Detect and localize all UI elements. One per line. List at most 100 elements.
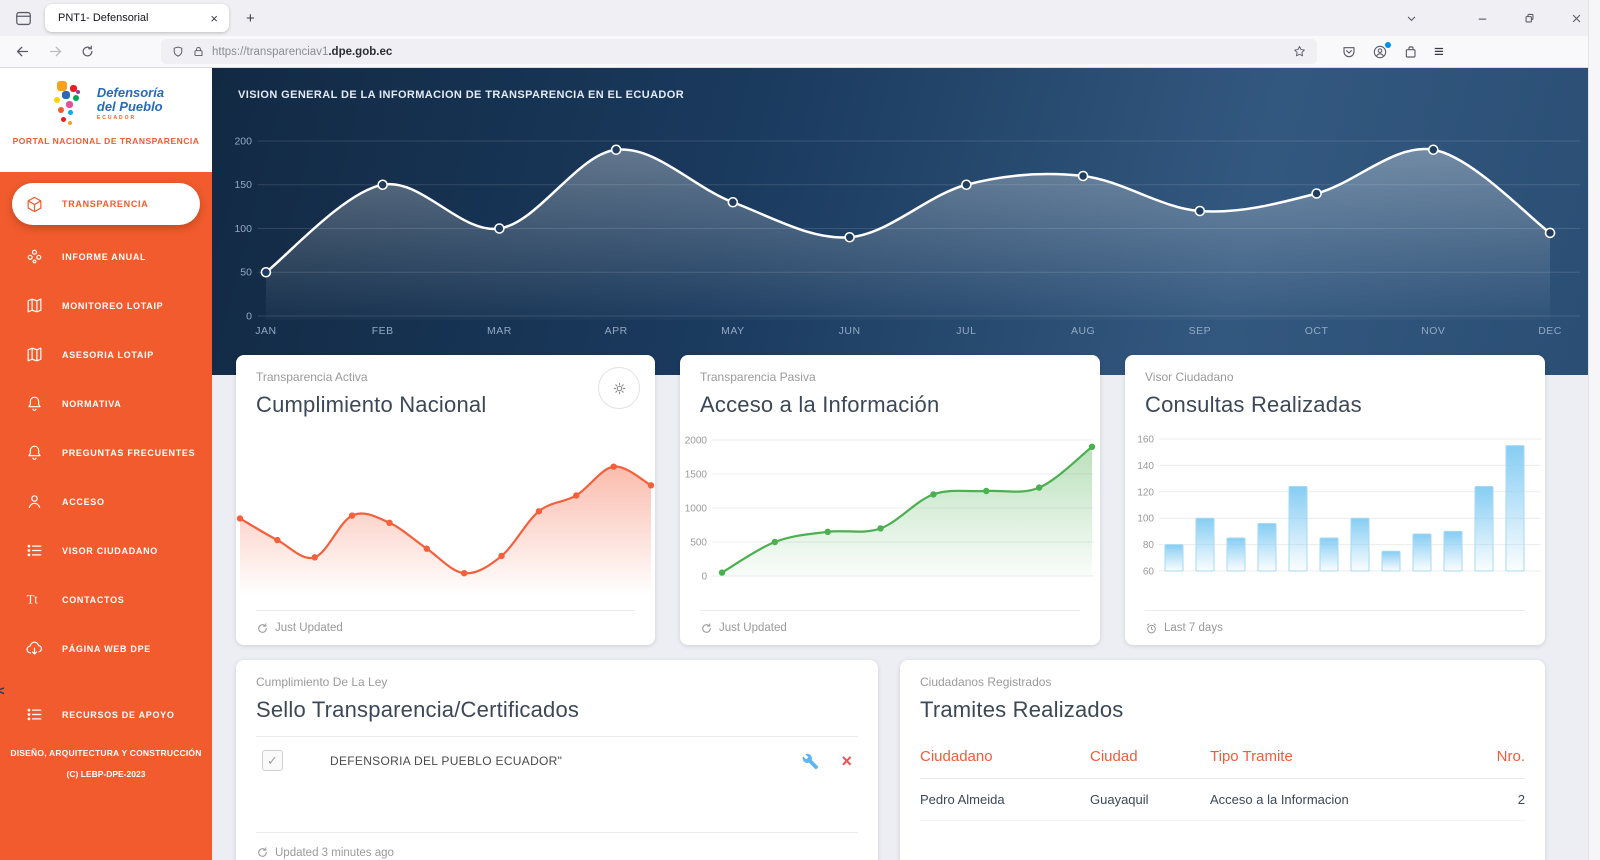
defensoria-logo-text: Defensoría del Pueblo ECUADOR [96, 84, 165, 121]
tab-title: PNT1- Defensorial [58, 12, 149, 24]
page-scrollbar[interactable] [1588, 0, 1600, 860]
sidebar-item-normativa[interactable]: NORMATIVA [0, 379, 212, 428]
pocket-icon[interactable] [1341, 44, 1357, 60]
person-icon [25, 492, 45, 511]
gear-icon [613, 382, 625, 394]
svg-text:JAN: JAN [255, 326, 276, 337]
map-icon [25, 345, 45, 364]
sidebar-item-pagina-web-dpe[interactable]: PÁGINA WEB DPE [0, 624, 212, 673]
svg-text:MAY: MAY [721, 326, 744, 337]
certificate-checkbox[interactable]: ✓ [262, 750, 283, 771]
lock-icon[interactable] [192, 45, 205, 58]
url-bar[interactable]: https://transparenciav1.dpe.gob.ec [161, 39, 1317, 64]
browser-toolbar: https://transparenciav1.dpe.gob.ec ≡ [0, 36, 1600, 68]
sidebar-item-label: VISOR CIUDADANO [62, 545, 159, 556]
table-row: Pedro Almeida Guayaquil Acceso a la Inform… [920, 779, 1525, 821]
sidebar-item-label: PREGUNTAS FRECUENTES [62, 447, 196, 458]
svg-text:160: 160 [1137, 435, 1154, 446]
card-consultas-realizadas: Visor Ciudadano Consultas Realizadas 60 8… [1125, 355, 1545, 645]
extensions-icon[interactable] [1403, 44, 1419, 60]
svg-text:1500: 1500 [685, 470, 708, 481]
sidebar-item-preguntas-frecuentes[interactable]: PREGUNTAS FRECUENTES [0, 428, 212, 477]
card-category: Visor Ciudadano [1145, 370, 1234, 384]
svg-text:JUN: JUN [839, 326, 861, 337]
settings-gear-button[interactable] [598, 367, 640, 409]
shield-icon[interactable] [171, 45, 185, 59]
svg-text:OCT: OCT [1305, 326, 1329, 337]
restore-window-button[interactable] [1522, 11, 1537, 26]
edit-build-button[interactable] [802, 753, 819, 770]
card-footer-text: Last 7 days [1164, 622, 1223, 634]
sidebar-item-asesoria-lotaip[interactable]: ASESORIA LOTAIP [0, 330, 212, 379]
svg-text:80: 80 [1143, 540, 1155, 551]
account-icon[interactable] [1372, 41, 1391, 60]
delete-x-button[interactable]: × [841, 751, 852, 771]
close-window-button[interactable] [1569, 11, 1584, 26]
svg-text:MAR: MAR [487, 326, 512, 337]
checkmark-icon: ✓ [267, 752, 278, 768]
sidebar-item-informe-anual[interactable]: INFORME ANUAL [0, 232, 212, 281]
sidebar-item-transparencia[interactable]: TRANSPARENCIA [12, 183, 200, 225]
new-tab-button[interactable]: + [246, 9, 255, 27]
certificate-row: ✓ DEFENSORIA DEL PUEBLO ECUADOR" × [256, 736, 858, 833]
map-icon [25, 296, 45, 315]
sidebar-item-contactos[interactable]: Tt CONTACTOS [0, 575, 212, 624]
svg-text:200: 200 [234, 136, 252, 147]
card-acceso-informacion: Transparencia Pasiva Acceso a la Informa… [680, 355, 1100, 645]
menu-hamburger-icon[interactable]: ≡ [1434, 41, 1444, 61]
clock-icon [1147, 622, 1156, 633]
sidebar-item-visor-ciudadano[interactable]: VISOR CIUDADANO [0, 526, 212, 575]
tab-list-chevron-icon[interactable] [1404, 11, 1419, 26]
build-tools-icon [803, 753, 819, 769]
sidebar-item-monitoreo-lotaip[interactable]: MONITOREO LOTAIP [0, 281, 212, 330]
sidebar-item-recursos-de-apoyo[interactable]: RECURSOS DE APOYO [0, 690, 212, 739]
sidebar-collapse-arrow[interactable]: < [0, 683, 5, 698]
hero-panel: 0 50 100 150 200 JAN FEB MAR APR MAY JUN JUL AUG SEP O… [212, 68, 1588, 375]
browser-tab[interactable]: PNT1- Defensorial × [45, 4, 229, 32]
card-footer-text: Updated 3 minutes ago [275, 846, 394, 859]
url-text: https://transparenciav1.dpe.gob.ec [212, 45, 393, 58]
card-sello-transparencia: Cumplimiento De La Ley Sello Transparenc… [236, 660, 878, 860]
svg-text:0: 0 [246, 311, 252, 322]
svg-text:DEC: DEC [1538, 326, 1562, 337]
card-category: Transparencia Pasiva [700, 370, 816, 384]
minimize-button[interactable] [1475, 11, 1490, 26]
card-title: Acceso a la Información [700, 392, 940, 417]
list-icon [25, 705, 45, 724]
table-header: Ciudad [1090, 748, 1138, 765]
back-button[interactable] [14, 43, 31, 60]
svg-text:JUL: JUL [956, 326, 976, 337]
forward-button[interactable] [47, 43, 64, 60]
flower-icon [25, 247, 45, 266]
sidebar-item-label: CONTACTOS [62, 594, 125, 605]
sidebar-footer: DISEÑO, ARQUITECTURA Y CONSTRUCCIÓN (C) … [10, 748, 202, 779]
reload-button[interactable] [80, 44, 95, 59]
sidebar-item-label: ACCESO [62, 496, 105, 507]
card-tramites-realizados: Ciudadanos Registrados Tramites Realizad… [900, 660, 1545, 860]
svg-text:140: 140 [1137, 461, 1154, 472]
cumplimiento-line-chart [236, 463, 655, 610]
sidebar-item-acceso[interactable]: ACCESO [0, 477, 212, 526]
firefox-view-icon[interactable] [14, 9, 33, 28]
card-title: Tramites Realizados [920, 697, 1124, 722]
svg-text:120: 120 [1137, 487, 1154, 498]
svg-text:1000: 1000 [685, 504, 708, 515]
card-title: Consultas Realizadas [1145, 392, 1362, 417]
bookmark-star-icon[interactable] [1292, 44, 1307, 59]
sidebar-item-label: TRANSPARENCIA [62, 199, 149, 209]
hero-line-chart: 0 50 100 150 200 JAN FEB MAR APR MAY JUN JUL AUG SEP O… [234, 136, 1581, 337]
svg-text:100: 100 [1137, 514, 1154, 525]
card-title: Sello Transparencia/Certificados [256, 697, 580, 722]
svg-text:150: 150 [234, 180, 252, 191]
sidebar-nav: TRANSPARENCIA INFORME ANUAL MONITOREO LOTA… [0, 172, 212, 739]
table-header: Nro. [1496, 748, 1525, 765]
card-category: Transparencia Activa [256, 370, 368, 384]
portal-label: PORTAL NACIONAL DE TRANSPARENCIA [12, 136, 200, 146]
table-header: Ciudadano [920, 748, 993, 765]
list-icon [25, 541, 45, 560]
svg-text:50: 50 [240, 268, 252, 279]
refresh-icon [258, 847, 267, 857]
sidebar-item-label: NORMATIVA [62, 398, 122, 409]
notification-dot [1385, 41, 1391, 48]
tab-close-icon[interactable]: × [210, 10, 218, 26]
